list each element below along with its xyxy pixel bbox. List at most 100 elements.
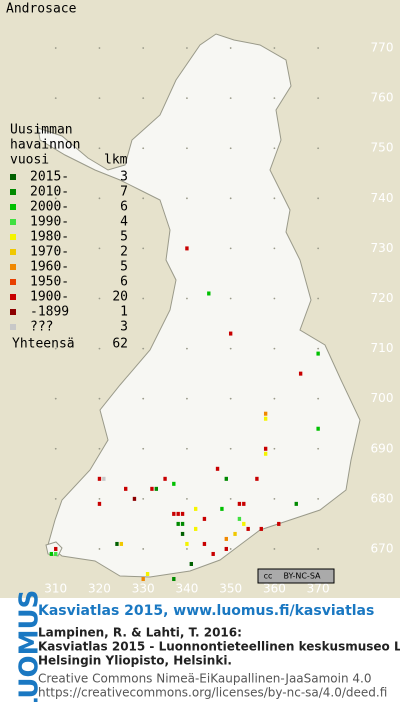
grid-dot xyxy=(142,47,145,49)
legend-total-label: Yhteensä xyxy=(12,337,75,352)
legend-swatch xyxy=(10,324,16,330)
x-tick-label: 330 xyxy=(132,582,155,596)
observation-square xyxy=(163,476,167,481)
observation-square xyxy=(176,511,180,516)
grid-dot xyxy=(317,147,320,150)
x-tick-label: 360 xyxy=(263,582,286,596)
grid-dot xyxy=(273,497,276,500)
observation-square xyxy=(189,561,193,566)
y-tick-label: 690 xyxy=(371,441,394,455)
legend-count: 5 xyxy=(120,260,128,275)
y-tick-label: 740 xyxy=(371,191,394,205)
legend-count: 7 xyxy=(120,185,128,200)
observation-square xyxy=(263,446,268,451)
grid-dot xyxy=(186,497,188,500)
observation-square xyxy=(172,511,176,516)
grid-dot xyxy=(186,147,188,150)
grid-dot xyxy=(229,297,232,300)
observation-square xyxy=(233,531,237,536)
grid-dot xyxy=(186,447,188,450)
observation-square xyxy=(246,526,250,531)
grid-dot xyxy=(98,197,101,200)
license-line: Creative Commons Nimeä-EiKaupallinen-Jaa… xyxy=(38,672,372,686)
observation-square xyxy=(54,546,58,551)
y-tick-label: 750 xyxy=(371,141,394,155)
grid-dot xyxy=(229,497,232,500)
grid-dot xyxy=(229,247,232,250)
legend-label: 1960- xyxy=(30,260,69,275)
map-title: Androsace xyxy=(6,2,77,17)
badge-text: BY-NC-SA xyxy=(283,572,321,581)
grid-dot xyxy=(273,147,276,150)
grid-dot xyxy=(273,397,276,400)
y-tick-label: 760 xyxy=(371,91,394,105)
grid-dot xyxy=(229,147,232,150)
badge-icon: cc xyxy=(264,572,273,581)
grid-dot xyxy=(98,297,101,300)
grid-dot xyxy=(54,497,57,500)
observation-square xyxy=(102,476,106,481)
grid-dot xyxy=(186,97,188,100)
legend-heading: Uusimman xyxy=(10,123,73,138)
grid-dot xyxy=(98,47,101,49)
legend-count-header: lkm xyxy=(104,153,128,168)
legend-label: 1970- xyxy=(30,245,69,260)
legend-heading: vuosi xyxy=(10,153,49,168)
observation-square xyxy=(259,526,263,531)
legend-count: 1 xyxy=(120,305,128,320)
observation-square xyxy=(132,496,137,501)
legend-swatch xyxy=(10,234,16,240)
observation-square xyxy=(97,501,102,506)
observation-square xyxy=(263,411,268,416)
legend-count: 20 xyxy=(112,290,128,305)
site-link[interactable]: Kasviatlas 2015, www.luomus.fi/kasviatla… xyxy=(38,603,374,619)
observation-square xyxy=(224,536,228,541)
grid-dot xyxy=(142,548,145,550)
grid-dot xyxy=(186,347,188,350)
observation-square xyxy=(263,416,268,421)
observation-square xyxy=(224,476,228,481)
x-tick-label: 340 xyxy=(175,582,198,596)
legend-label: 1900- xyxy=(30,290,69,305)
legend-count: 3 xyxy=(120,320,128,335)
observation-square xyxy=(224,546,228,551)
legend-label: 2010- xyxy=(30,185,69,200)
grid-dot xyxy=(98,397,101,400)
legend-heading: havainnon xyxy=(10,138,80,153)
legend-swatch xyxy=(10,264,16,270)
grid-dot xyxy=(317,397,320,400)
observation-square xyxy=(294,501,298,506)
observation-square xyxy=(145,571,150,577)
grid-dot xyxy=(54,147,57,150)
grid-dot xyxy=(273,197,276,200)
grid-dot xyxy=(98,347,101,350)
y-tick-label: 670 xyxy=(371,541,394,555)
legend-label: ??? xyxy=(30,320,53,335)
badge-box xyxy=(257,568,335,584)
grid-dot xyxy=(142,497,145,500)
grid-dot xyxy=(229,447,232,450)
legend-count: 4 xyxy=(120,215,128,230)
x-tick-label: 370 xyxy=(307,582,330,596)
legend-label: -1899 xyxy=(30,305,69,320)
observation-square xyxy=(228,331,233,336)
legend-count: 6 xyxy=(120,200,128,215)
observation-square xyxy=(180,511,185,516)
legend-swatch xyxy=(10,309,16,315)
grid-dot xyxy=(186,548,188,550)
grid-dot xyxy=(54,297,57,300)
observation-square xyxy=(242,521,246,526)
grid-dot xyxy=(142,447,145,450)
citation-line: Helsingin Yliopisto, Helsinki. xyxy=(38,654,232,668)
finland-outline xyxy=(37,33,361,578)
grid-dot xyxy=(273,447,276,450)
citation-line: Lampinen, R. & Lahti, T. 2016: xyxy=(38,626,242,640)
observation-square xyxy=(316,351,320,356)
grid-dot xyxy=(54,47,57,49)
y-tick-label: 700 xyxy=(371,391,394,405)
grid-dot xyxy=(142,97,145,100)
grid-dot xyxy=(317,347,320,350)
license-url[interactable]: https://creativecommons.org/licenses/by-… xyxy=(38,686,387,700)
